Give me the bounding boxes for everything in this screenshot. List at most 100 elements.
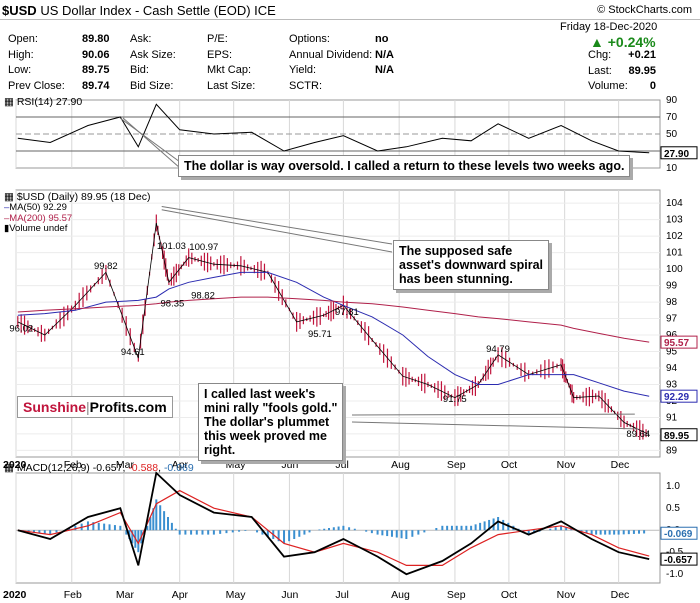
quote-label: Low:: [8, 64, 32, 76]
stat-label: Chg:: [588, 49, 612, 61]
price-tick: 103: [666, 215, 683, 226]
month-label: Aug: [391, 459, 410, 471]
quote-label: Open:: [8, 33, 38, 45]
copyright: © StockCharts.com: [597, 4, 692, 16]
month-label: Sep: [447, 459, 466, 471]
macd-legend-signal: -0.588: [128, 462, 159, 474]
price-annotation: 98.35: [161, 298, 185, 309]
option-label: Annual Dividend:: [289, 48, 373, 61]
symbol: $USD: [2, 3, 37, 18]
month-label: Dec: [611, 589, 630, 601]
rsi-tick: 90: [666, 95, 678, 106]
price-chart-icon: ▦: [4, 191, 14, 203]
change-percent: +0.24%: [607, 34, 656, 50]
price-tick: 95: [666, 347, 678, 358]
option-label: Options:: [289, 33, 330, 45]
price-annotation: 94.79: [486, 344, 510, 355]
rsi-legend: RSI(14) 27.90: [16, 96, 83, 108]
callout-pointer: [351, 421, 639, 430]
logo-part2: Profits.com: [89, 399, 167, 415]
book-label: Bid Size:: [130, 79, 174, 92]
month-label: Nov: [557, 589, 576, 601]
price-tick: 99: [666, 281, 678, 292]
callout-pointer: [161, 205, 393, 245]
exchange: ICE: [254, 3, 276, 18]
month-label: Jul: [335, 459, 348, 471]
quote-value: 89.75: [82, 64, 110, 76]
fundamental-label: EPS:: [207, 48, 233, 61]
quote-value: 90.06: [82, 48, 110, 61]
quote-value: 89.74: [82, 79, 110, 92]
option-label: SCTR:: [289, 79, 322, 92]
macd-tick: 0.5: [666, 503, 680, 514]
stat-value: +0.21: [628, 49, 656, 61]
price-line: [17, 222, 650, 436]
price-annotation: 96.02: [9, 324, 33, 335]
rsi-tick: 10: [666, 163, 678, 174]
month-label: Jun: [281, 589, 298, 601]
rsi-icon: ▦: [4, 96, 14, 108]
price-last-label-box: [660, 335, 698, 349]
quote-label: Prev Close:: [8, 79, 65, 92]
book-label: Ask Size:: [130, 48, 176, 61]
callout-safe-asset: The supposed safe asset's downward spira…: [393, 240, 549, 290]
price-tick: 94: [666, 363, 678, 374]
legend-dash-icon: –: [4, 212, 10, 224]
fundamental-label: Last Size:: [207, 79, 256, 92]
price-annotation: 89.64: [626, 429, 650, 440]
price-tick: 100: [666, 264, 683, 275]
header-divider: [0, 19, 700, 20]
callout-pointer: [122, 117, 181, 169]
price-tick: 96: [666, 330, 678, 341]
option-label: Yield:: [289, 64, 317, 76]
price-tick: 104: [666, 198, 683, 209]
price-last-label-box: [660, 389, 698, 403]
price-last-label: 95.57: [664, 338, 689, 349]
legend-ma50: MA(50) 92.29: [9, 202, 67, 213]
macd-legend-hist: -0.069: [163, 462, 194, 474]
price-tick: 89: [666, 445, 678, 456]
macd-icon: ▦: [4, 462, 14, 474]
sunshine-profits-logo: Sunshine|Profits.com: [17, 396, 173, 418]
month-label: May: [226, 589, 247, 601]
up-arrow-icon: ▲: [590, 34, 604, 50]
macd-last-label: -0.657: [664, 555, 693, 566]
fundamental-label: P/E:: [207, 33, 228, 45]
macd-legend-main: MACD(12,26,9) -0.657,: [16, 462, 129, 474]
month-label: Nov: [557, 459, 576, 471]
month-label: Mar: [116, 589, 135, 601]
macd-tick: -1.0: [666, 569, 684, 580]
month-label: May: [226, 459, 247, 471]
price-last-label: 92.29: [664, 392, 689, 403]
logo-part1: Sunshine: [23, 399, 87, 415]
month-label: Feb: [64, 589, 82, 601]
price-annotation: 101.03: [157, 241, 186, 252]
volume-bars-icon: ▮: [4, 223, 10, 234]
instrument-name: US Dollar Index - Cash Settle (EOD): [40, 3, 251, 18]
month-axis: 2020 Feb Mar Apr May Jun Jul Aug Sep Oct Nov Dec 202…: [3, 459, 629, 601]
price-tick: 102: [666, 231, 683, 242]
rsi-tick: 50: [666, 129, 678, 140]
month-label: Feb: [64, 459, 82, 471]
price-annotation: 100.97: [189, 242, 218, 253]
rsi-tick: 70: [666, 112, 678, 123]
quote-date: Friday 18-Dec-2020: [560, 21, 658, 33]
price-annotation: 99.82: [94, 261, 118, 272]
price-annotation: 94.61: [121, 347, 145, 358]
month-label: 2020: [3, 459, 27, 471]
macd-tick: 1.0: [666, 481, 680, 492]
rsi-last-label: 27.90: [664, 149, 689, 160]
option-value: no: [375, 33, 389, 45]
price-annotation: 91.75: [443, 394, 467, 405]
month-label: Aug: [391, 589, 410, 601]
stat-value: 0: [649, 80, 656, 92]
price-last-label-box: [660, 428, 698, 442]
month-label: Oct: [501, 459, 517, 471]
stat-label: Volume:: [588, 80, 628, 92]
macd-last-label: -0.069: [664, 529, 693, 540]
month-label: Apr: [172, 589, 189, 601]
month-label: Dec: [611, 459, 630, 471]
callout-pointer: [161, 209, 393, 253]
quote-value: 89.80: [82, 33, 110, 45]
